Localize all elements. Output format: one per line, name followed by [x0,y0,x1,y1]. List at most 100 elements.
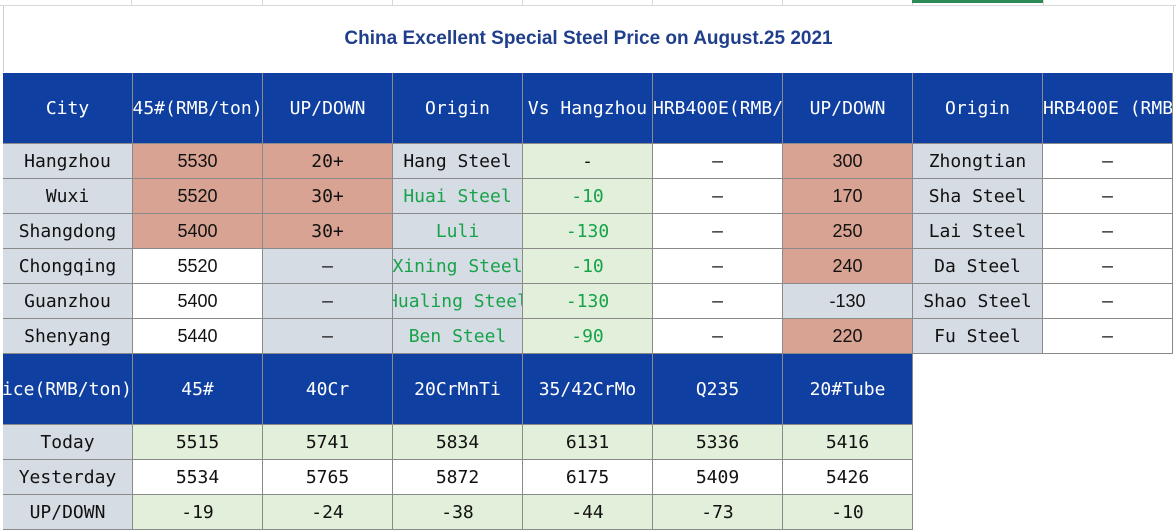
hrb-origin-cell[interactable]: Sha Steel [913,179,1043,214]
hrb-price-cell[interactable]: – [653,144,783,179]
avg-header-20-tube[interactable]: 20#Tube [783,354,913,425]
change-cell[interactable]: – [263,319,393,354]
avg-header-20crmnti[interactable]: 20CrMnTi [393,354,523,425]
avg-value-cell[interactable]: -10 [783,495,913,530]
avg-row-label[interactable]: UP/DOWN [3,495,133,530]
avg-value-cell[interactable]: -19 [133,495,263,530]
hrb-origin-cell[interactable]: Lai Steel [913,214,1043,249]
price-cell[interactable]: 5520 [133,249,263,284]
city-cell[interactable]: Guanzhou [3,284,133,319]
vs-hangzhou-cell[interactable]: -10 [523,179,653,214]
avg-value-cell[interactable]: 5765 [263,460,393,495]
vs-hangzhou-cell[interactable]: - [523,144,653,179]
origin-cell[interactable]: Ben Steel [393,319,523,354]
origin-cell[interactable]: Xining Steel [393,249,523,284]
avg-header-40cr[interactable]: 40Cr [263,354,393,425]
price-cell[interactable]: 5400 [133,284,263,319]
avg-value-cell[interactable]: 5426 [783,460,913,495]
avg-value-cell[interactable]: -38 [393,495,523,530]
origin-cell[interactable]: Hualing Steel [393,284,523,319]
selected-column-indicator [912,0,1043,3]
header-up-down[interactable]: UP/DOWN [263,73,393,144]
header-vs-hangzhou[interactable]: Vs Hangzhou [523,73,653,144]
header-origin[interactable]: Origin [913,73,1043,144]
avg-value-cell[interactable]: 6175 [523,460,653,495]
hrb-origin-cell[interactable]: Shao Steel [913,284,1043,319]
city-cell[interactable]: Hangzhou [3,144,133,179]
origin-cell[interactable]: Luli [393,214,523,249]
city-cell[interactable]: Shenyang [3,319,133,354]
avg-value-cell[interactable]: 5409 [653,460,783,495]
col-gridline [652,0,653,6]
col-gridline [131,0,132,6]
hrb-price-cell[interactable]: – [653,284,783,319]
hrb2-price-cell[interactable]: – [1043,249,1173,284]
hrb2-price-cell[interactable]: – [1043,319,1173,354]
city-cell[interactable]: Chongqing [3,249,133,284]
hrb-change-cell[interactable]: 250 [783,214,913,249]
price-cell[interactable]: 5440 [133,319,263,354]
hrb2-price-cell[interactable]: – [1043,214,1173,249]
change-cell[interactable]: – [263,249,393,284]
hrb-price-cell[interactable]: – [653,214,783,249]
origin-cell[interactable]: Hang Steel [393,144,523,179]
avg-header-average-price-rmb-ton-[interactable]: Average Price(RMB/ton) [3,354,133,425]
header-45-rmb-ton-[interactable]: 45#(RMB/ton) [133,73,263,144]
avg-value-cell[interactable]: 5416 [783,425,913,460]
avg-value-cell[interactable]: 5534 [133,460,263,495]
vs-hangzhou-cell[interactable]: -10 [523,249,653,284]
avg-value-cell[interactable]: 5515 [133,425,263,460]
change-cell[interactable]: – [263,284,393,319]
sheet-title[interactable]: China Excellent Special Steel Price on A… [3,6,1174,72]
header-hrb400e-rmb-[interactable]: HRB400E (RMB/ [1043,73,1173,144]
avg-value-cell[interactable]: 5336 [653,425,783,460]
vs-hangzhou-cell[interactable]: -130 [523,214,653,249]
city-cell[interactable]: Wuxi [3,179,133,214]
hrb-origin-cell[interactable]: Fu Steel [913,319,1043,354]
col-gridline [912,0,913,6]
price-cell[interactable]: 5400 [133,214,263,249]
hrb-origin-cell[interactable]: Zhongtian [913,144,1043,179]
hrb-change-cell[interactable]: 220 [783,319,913,354]
avg-header-35-42crmo[interactable]: 35/42CrMo [523,354,653,425]
change-cell[interactable]: 20+ [263,144,393,179]
col-gridline [262,0,263,6]
hrb-price-cell[interactable]: – [653,179,783,214]
hrb2-price-cell[interactable]: – [1043,179,1173,214]
avg-value-cell[interactable]: 5834 [393,425,523,460]
row-gridline [0,5,1176,6]
header-origin[interactable]: Origin [393,73,523,144]
hrb-origin-cell[interactable]: Da Steel [913,249,1043,284]
col-gridline [522,0,523,6]
price-cell[interactable]: 5530 [133,144,263,179]
price-cell[interactable]: 5520 [133,179,263,214]
avg-value-cell[interactable]: -73 [653,495,783,530]
header-hrb400e-rmb-ton-[interactable]: HRB400E(RMB/ton) [653,73,783,144]
hrb-change-cell[interactable]: 170 [783,179,913,214]
avg-header-45-[interactable]: 45# [133,354,263,425]
avg-value-cell[interactable]: 5741 [263,425,393,460]
hrb2-price-cell[interactable]: – [1043,144,1173,179]
avg-value-cell[interactable]: 5872 [393,460,523,495]
avg-row-label[interactable]: Yesterday [3,460,133,495]
avg-header-q235[interactable]: Q235 [653,354,783,425]
col-gridline [392,0,393,6]
hrb2-price-cell[interactable]: – [1043,284,1173,319]
avg-row-label[interactable]: Today [3,425,133,460]
vs-hangzhou-cell[interactable]: -90 [523,319,653,354]
hrb-change-cell[interactable]: 300 [783,144,913,179]
origin-cell[interactable]: Huai Steel [393,179,523,214]
city-cell[interactable]: Shangdong [3,214,133,249]
avg-value-cell[interactable]: -44 [523,495,653,530]
change-cell[interactable]: 30+ [263,214,393,249]
header-up-down[interactable]: UP/DOWN [783,73,913,144]
avg-value-cell[interactable]: -24 [263,495,393,530]
hrb-price-cell[interactable]: – [653,319,783,354]
avg-value-cell[interactable]: 6131 [523,425,653,460]
vs-hangzhou-cell[interactable]: -130 [523,284,653,319]
hrb-change-cell[interactable]: -130 [783,284,913,319]
change-cell[interactable]: 30+ [263,179,393,214]
header-city[interactable]: City [3,73,133,144]
hrb-change-cell[interactable]: 240 [783,249,913,284]
hrb-price-cell[interactable]: – [653,249,783,284]
